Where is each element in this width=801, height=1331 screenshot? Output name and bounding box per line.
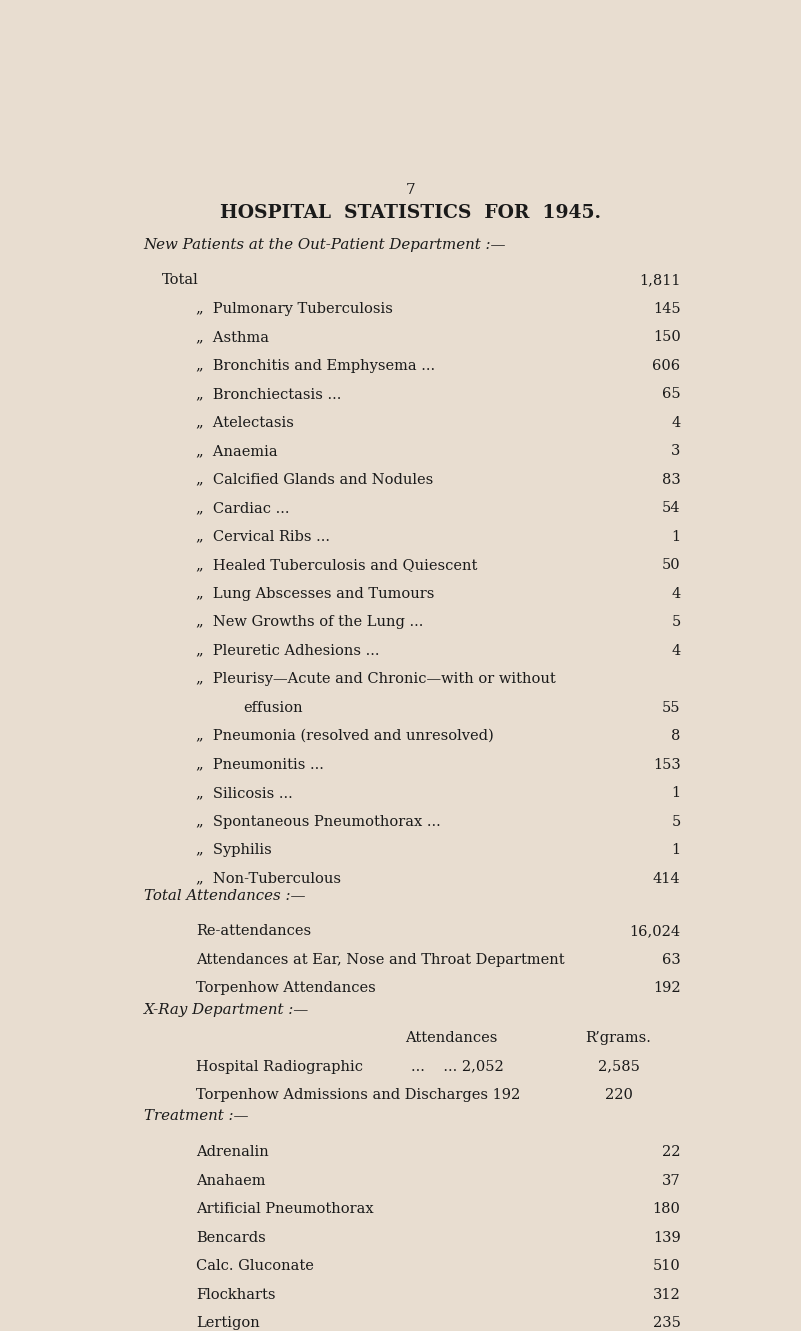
Text: R’grams.: R’grams. <box>586 1032 651 1045</box>
Text: Adrenalin: Adrenalin <box>196 1145 269 1159</box>
Text: 150: 150 <box>653 330 681 345</box>
Text: „  Silicosis ...: „ Silicosis ... <box>196 787 293 800</box>
Text: 1,811: 1,811 <box>639 273 681 287</box>
Text: 65: 65 <box>662 387 681 401</box>
Text: 220: 220 <box>605 1087 633 1102</box>
Text: „  Pneumonitis ...: „ Pneumonitis ... <box>196 757 324 772</box>
Text: 83: 83 <box>662 473 681 487</box>
Text: „  Pleurisy—Acute and Chronic—with or without: „ Pleurisy—Acute and Chronic—with or wit… <box>196 672 556 685</box>
Text: 414: 414 <box>653 872 681 885</box>
Text: 192: 192 <box>653 981 681 996</box>
Text: Hospital Radiographic: Hospital Radiographic <box>196 1059 364 1074</box>
Text: „  Healed Tuberculosis and Quiescent: „ Healed Tuberculosis and Quiescent <box>196 558 477 572</box>
Text: 2,585: 2,585 <box>598 1059 639 1074</box>
Text: „  Non-Tuberculous: „ Non-Tuberculous <box>196 872 341 885</box>
Text: 37: 37 <box>662 1174 681 1187</box>
Text: X-Ray Department :—: X-Ray Department :— <box>143 1002 309 1017</box>
Text: Total Attendances :—: Total Attendances :— <box>143 889 305 902</box>
Text: Bencards: Bencards <box>196 1231 266 1244</box>
Text: 1: 1 <box>671 530 681 543</box>
Text: Torpenhow Attendances: Torpenhow Attendances <box>196 981 376 996</box>
Text: „  Pulmonary Tuberculosis: „ Pulmonary Tuberculosis <box>196 302 393 315</box>
Text: Calc. Gluconate: Calc. Gluconate <box>196 1259 314 1272</box>
Text: „  Bronchitis and Emphysema ...: „ Bronchitis and Emphysema ... <box>196 358 436 373</box>
Text: „  Lung Abscesses and Tumours: „ Lung Abscesses and Tumours <box>196 587 435 600</box>
Text: Anahaem: Anahaem <box>196 1174 266 1187</box>
Text: 4: 4 <box>671 415 681 430</box>
Text: „  New Growths of the Lung ...: „ New Growths of the Lung ... <box>196 615 424 630</box>
Text: 8: 8 <box>671 729 681 743</box>
Text: 180: 180 <box>653 1202 681 1217</box>
Text: „  Spontaneous Pneumothorax ...: „ Spontaneous Pneumothorax ... <box>196 815 441 829</box>
Text: 1: 1 <box>671 787 681 800</box>
Text: 3: 3 <box>671 445 681 458</box>
Text: Flockharts: Flockharts <box>196 1287 276 1302</box>
Text: New Patients at the Out-Patient Department :—: New Patients at the Out-Patient Departme… <box>143 238 506 252</box>
Text: „  Syphilis: „ Syphilis <box>196 843 272 857</box>
Text: „  Asthma: „ Asthma <box>196 330 269 345</box>
Text: Attendances at Ear, Nose and Throat Department: Attendances at Ear, Nose and Throat Depa… <box>196 953 565 966</box>
Text: „  Pleuretic Adhesions ...: „ Pleuretic Adhesions ... <box>196 644 380 658</box>
Text: „  Atelectasis: „ Atelectasis <box>196 415 294 430</box>
Text: 22: 22 <box>662 1145 681 1159</box>
Text: Lertigon: Lertigon <box>196 1316 260 1330</box>
Text: Total: Total <box>162 273 199 287</box>
Text: 5: 5 <box>671 615 681 630</box>
Text: 153: 153 <box>653 757 681 772</box>
Text: Re-attendances: Re-attendances <box>196 924 312 938</box>
Text: 50: 50 <box>662 558 681 572</box>
Text: „  Calcified Glands and Nodules: „ Calcified Glands and Nodules <box>196 473 433 487</box>
Text: 145: 145 <box>653 302 681 315</box>
Text: HOSPITAL  STATISTICS  FOR  1945.: HOSPITAL STATISTICS FOR 1945. <box>220 204 601 222</box>
Text: 1: 1 <box>671 843 681 857</box>
Text: „  Anaemia: „ Anaemia <box>196 445 278 458</box>
Text: 4: 4 <box>671 587 681 600</box>
Text: 139: 139 <box>653 1231 681 1244</box>
Text: „  Cardiac ...: „ Cardiac ... <box>196 502 290 515</box>
Text: 606: 606 <box>653 358 681 373</box>
Text: 235: 235 <box>653 1316 681 1330</box>
Text: „  Pneumonia (resolved and unresolved): „ Pneumonia (resolved and unresolved) <box>196 729 494 743</box>
Text: 4: 4 <box>671 644 681 658</box>
Text: Attendances: Attendances <box>405 1032 497 1045</box>
Text: ...    ... 2,052: ... ... 2,052 <box>410 1059 503 1074</box>
Text: Torpenhow Admissions and Discharges 192: Torpenhow Admissions and Discharges 192 <box>196 1087 521 1102</box>
Text: 5: 5 <box>671 815 681 829</box>
Text: Treatment :—: Treatment :— <box>143 1110 248 1123</box>
Text: „  Bronchiectasis ...: „ Bronchiectasis ... <box>196 387 342 401</box>
Text: 312: 312 <box>653 1287 681 1302</box>
Text: 54: 54 <box>662 502 681 515</box>
Text: 16,024: 16,024 <box>630 924 681 938</box>
Text: Artificial Pneumothorax: Artificial Pneumothorax <box>196 1202 374 1217</box>
Text: effusion: effusion <box>243 700 303 715</box>
Text: 63: 63 <box>662 953 681 966</box>
Text: 510: 510 <box>653 1259 681 1272</box>
Text: 7: 7 <box>405 184 416 197</box>
Text: 55: 55 <box>662 700 681 715</box>
Text: „  Cervical Ribs ...: „ Cervical Ribs ... <box>196 530 330 543</box>
